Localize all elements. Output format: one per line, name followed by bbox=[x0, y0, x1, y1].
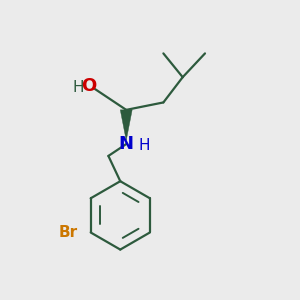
Text: H: H bbox=[139, 138, 150, 153]
Text: O: O bbox=[81, 77, 96, 95]
Polygon shape bbox=[120, 110, 132, 140]
Text: H: H bbox=[73, 80, 84, 95]
Text: N: N bbox=[119, 135, 134, 153]
Text: Br: Br bbox=[59, 225, 78, 240]
